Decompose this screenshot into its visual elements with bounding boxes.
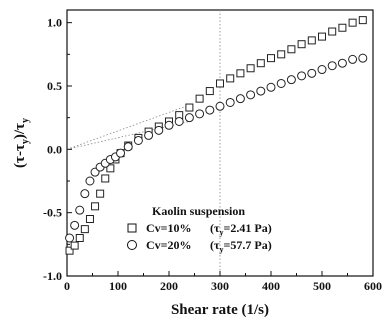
data-point-circle bbox=[297, 71, 307, 81]
x-tick-label: 300 bbox=[211, 279, 229, 293]
legend-tau-cv20: (τy=57.7 Pa) bbox=[210, 238, 272, 254]
y-axis-title-sub2: y bbox=[20, 118, 31, 123]
data-point-square bbox=[101, 174, 110, 183]
data-point-circle bbox=[144, 130, 154, 140]
data-point-circle bbox=[65, 233, 75, 243]
data-point-circle bbox=[317, 65, 327, 75]
data-series bbox=[65, 16, 368, 255]
legend-circle-marker bbox=[127, 240, 137, 250]
data-point-circle bbox=[205, 105, 215, 115]
data-point-circle bbox=[348, 54, 358, 64]
data-point-square bbox=[226, 74, 235, 83]
x-tick-label: 0 bbox=[64, 279, 70, 293]
series-square bbox=[65, 16, 367, 255]
data-point-circle bbox=[154, 125, 164, 135]
data-point-circle bbox=[75, 205, 85, 215]
data-point-square bbox=[338, 23, 347, 32]
reference-tangent-line bbox=[66, 104, 190, 150]
data-point-circle bbox=[174, 116, 184, 126]
legend-entry-cv20: Cv=20% (τy=57.7 Pa) bbox=[127, 238, 272, 254]
data-point-circle bbox=[266, 82, 276, 92]
data-point-circle bbox=[327, 61, 337, 71]
data-point-square bbox=[106, 164, 115, 173]
legend-tau-sub: y bbox=[220, 245, 224, 254]
data-point-circle bbox=[337, 58, 347, 68]
data-point-circle bbox=[85, 176, 95, 186]
y-tick-label: 1.0 bbox=[47, 16, 62, 30]
data-point-square bbox=[216, 79, 224, 88]
data-point-circle bbox=[276, 78, 286, 88]
data-point-circle bbox=[116, 148, 126, 158]
data-point-circle bbox=[195, 109, 205, 119]
data-point-square bbox=[358, 16, 367, 25]
axis-ticks: 0 100 200 300 400 500 600 -1.0 -0.5 0.0 0.5 1.0 bbox=[43, 16, 382, 293]
data-point-circle bbox=[358, 53, 368, 63]
data-point-circle bbox=[215, 101, 225, 111]
data-point-circle bbox=[184, 113, 194, 123]
x-tick-label: 400 bbox=[262, 279, 280, 293]
legend-entry-cv10: Cv=10% (τy=2.41 Pa) bbox=[127, 221, 272, 237]
data-point-circle bbox=[164, 120, 174, 130]
data-point-circle bbox=[225, 97, 235, 107]
x-axis-title: Shear rate (1/s) bbox=[171, 302, 269, 318]
data-point-circle bbox=[256, 86, 266, 96]
y-tick-label: 0.5 bbox=[47, 79, 62, 93]
y-axis-title: (τ-τy)/τy bbox=[12, 118, 31, 168]
data-point-circle bbox=[80, 189, 90, 199]
data-point-square bbox=[246, 64, 255, 73]
data-point-square bbox=[65, 246, 74, 255]
legend-label-cv10: Cv=10% bbox=[146, 221, 192, 235]
data-point-square bbox=[328, 27, 337, 36]
data-point-square bbox=[75, 234, 84, 242]
legend-tau-value-cv10: =2.41 Pa bbox=[224, 221, 268, 235]
data-point-square bbox=[348, 18, 357, 27]
data-point-square bbox=[287, 45, 296, 54]
legend-square-marker bbox=[127, 223, 137, 233]
data-point-square bbox=[185, 103, 194, 112]
data-point-circle bbox=[235, 94, 245, 104]
data-point-square bbox=[91, 202, 100, 211]
reference-lines bbox=[66, 10, 221, 276]
data-point-square bbox=[256, 59, 265, 68]
data-point-square bbox=[80, 225, 89, 234]
legend: Kaolin suspension Cv=10% (τy=2.41 Pa) Cv… bbox=[127, 204, 272, 254]
data-point-square bbox=[236, 69, 245, 78]
x-tick-label: 100 bbox=[109, 279, 127, 293]
data-point-square bbox=[318, 32, 326, 41]
data-point-square bbox=[205, 87, 214, 96]
data-point-square bbox=[277, 50, 286, 59]
legend-tau-value-cv20: =57.7 Pa bbox=[224, 238, 268, 252]
series-circle bbox=[65, 53, 368, 243]
data-point-circle bbox=[123, 142, 133, 152]
y-tick-label: 0.0 bbox=[47, 142, 62, 156]
data-point-square bbox=[297, 40, 306, 49]
data-point-square bbox=[195, 94, 204, 103]
y-axis-title-mid: )/τ bbox=[12, 123, 28, 139]
data-point-square bbox=[267, 54, 275, 63]
legend-tau-sub: y bbox=[220, 228, 224, 237]
y-tick-label: -0.5 bbox=[43, 206, 62, 220]
y-axis-title-sub1: y bbox=[20, 139, 31, 144]
data-point-square bbox=[307, 36, 316, 45]
legend-title: Kaolin suspension bbox=[152, 204, 245, 218]
data-point-circle bbox=[286, 75, 296, 85]
data-point-square bbox=[70, 241, 79, 250]
data-point-square bbox=[96, 189, 105, 198]
data-point-circle bbox=[70, 220, 80, 230]
x-tick-label: 600 bbox=[364, 279, 382, 293]
y-tick-label: -1.0 bbox=[43, 269, 62, 283]
data-point-circle bbox=[133, 135, 143, 145]
data-point-square bbox=[85, 215, 94, 223]
x-tick-label: 500 bbox=[313, 279, 331, 293]
legend-label-cv20: Cv=20% bbox=[146, 238, 192, 252]
y-axis-title-open: (τ-τ bbox=[12, 144, 28, 168]
data-point-circle bbox=[246, 90, 256, 100]
data-point-circle bbox=[307, 68, 317, 78]
legend-tau-cv10: (τy=2.41 Pa) bbox=[210, 221, 272, 237]
x-tick-label: 200 bbox=[160, 279, 178, 293]
